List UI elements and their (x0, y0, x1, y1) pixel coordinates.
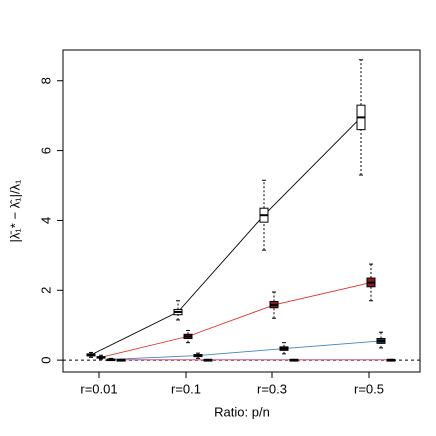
median-line (90, 117, 362, 356)
y-tick-label: 8 (38, 77, 53, 84)
y-tick-label: 2 (38, 287, 53, 294)
plot-frame (62, 49, 421, 373)
x-tick-label: r=0.1 (171, 381, 201, 396)
median-line (100, 282, 372, 358)
y-axis-label: |λ̄₁* − λ̂₁|/λ₁ (7, 179, 22, 243)
y-tick-label: 0 (38, 357, 53, 364)
x-tick-label: r=0.01 (80, 381, 117, 396)
median-line (110, 340, 382, 360)
y-tick-label: 4 (38, 217, 53, 224)
x-tick-label: r=0.5 (354, 381, 384, 396)
x-axis-label: Ratio: p/n (214, 404, 270, 419)
x-tick-label: r=0.3 (257, 381, 287, 396)
y-tick-label: 6 (38, 147, 53, 154)
